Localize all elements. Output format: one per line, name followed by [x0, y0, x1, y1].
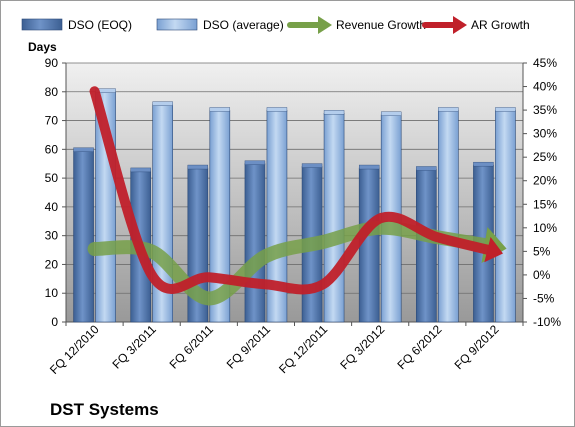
- bar-dso-average: [323, 113, 345, 323]
- x-tick-label: FQ 12/2010: [47, 322, 102, 377]
- right-tick-label: 40%: [533, 80, 557, 94]
- x-tick-label: FQ 12/2011: [276, 322, 330, 376]
- bar-cap: [73, 147, 94, 152]
- bar-cap: [130, 167, 151, 173]
- legend-label: DSO (average): [203, 18, 284, 32]
- bar-cap: [152, 101, 173, 106]
- left-tick-label: 40: [45, 200, 59, 214]
- left-tick-label: 60: [45, 142, 59, 156]
- right-tick-label: 10%: [533, 221, 557, 235]
- left-tick-label: 30: [45, 229, 59, 243]
- right-tick-label: 45%: [533, 56, 557, 70]
- bar-dso-eoq: [73, 150, 94, 323]
- right-tick-label: -5%: [533, 291, 555, 305]
- bar-dso-eoq: [358, 167, 380, 323]
- x-tick-label: FQ 6/2011: [167, 322, 217, 372]
- bar-dso-eoq: [416, 169, 437, 323]
- bar-dso-eoq: [244, 163, 266, 323]
- legend-swatch: [21, 18, 63, 31]
- legend-swatch: [156, 18, 198, 31]
- bar-cap: [323, 110, 345, 115]
- right-tick-label: 0%: [533, 268, 551, 282]
- x-tick-label: FQ 3/2012: [337, 322, 387, 372]
- x-tick-label: FQ 9/2011: [224, 322, 274, 372]
- bar-cap: [301, 163, 323, 168]
- right-tick-label: 5%: [533, 244, 551, 258]
- arrowhead-ar-growth: [484, 237, 503, 263]
- bar-cap: [438, 107, 459, 112]
- right-tick-label: 20%: [533, 174, 557, 188]
- right-tick-label: 30%: [533, 127, 557, 141]
- bar-dso-average: [438, 110, 459, 323]
- bar-cap: [244, 160, 266, 165]
- bar-cap: [416, 166, 437, 171]
- y-axis-label: Days: [28, 40, 57, 54]
- right-tick-label: 15%: [533, 197, 557, 211]
- left-tick-label: 10: [45, 286, 59, 300]
- legend-arrow: [453, 16, 467, 34]
- bar-cap: [187, 164, 209, 170]
- left-tick-label: 20: [45, 257, 59, 271]
- x-tick-label: FQ 9/2012: [452, 322, 502, 372]
- x-tick-label: FQ 3/2011: [109, 322, 159, 372]
- right-tick-label: -10%: [533, 315, 561, 329]
- legend-label: AR Growth: [471, 18, 530, 32]
- right-tick-label: 35%: [533, 103, 557, 117]
- left-tick-label: 70: [45, 114, 59, 128]
- bar-cap: [473, 161, 494, 167]
- bar-cap: [358, 164, 380, 170]
- legend-label: DSO (EOQ): [68, 18, 132, 32]
- bar-cap: [380, 111, 402, 117]
- bar-dso-average: [495, 110, 516, 323]
- bar-cap: [266, 107, 288, 112]
- chart-title: DST Systems: [50, 400, 159, 419]
- x-tick-label: FQ 6/2012: [394, 322, 444, 372]
- line-ar-growth: [89, 86, 500, 295]
- right-tick-label: 25%: [533, 150, 557, 164]
- bar-cap: [209, 107, 231, 112]
- left-tick-label: 0: [51, 315, 58, 329]
- legend-arrow: [318, 16, 332, 34]
- left-tick-label: 50: [45, 171, 59, 185]
- left-tick-label: 90: [45, 56, 59, 70]
- bar-cap: [495, 107, 516, 112]
- legend-label: Revenue Growth: [336, 18, 426, 32]
- left-tick-label: 80: [45, 85, 59, 99]
